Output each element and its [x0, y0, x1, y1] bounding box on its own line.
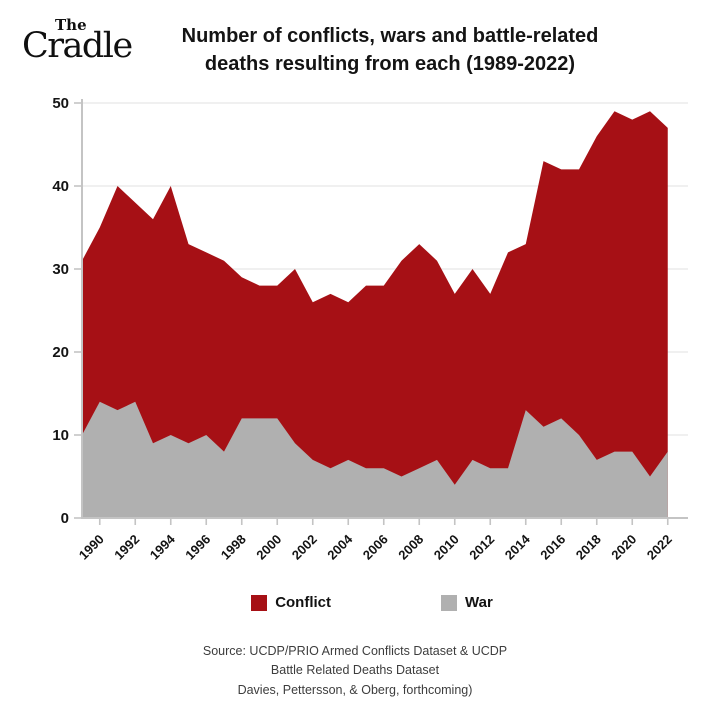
y-tick-label: 20 [52, 344, 69, 361]
the-cradle-logo: The Cradle [22, 14, 152, 74]
logo-cradle-text: Cradle [22, 26, 133, 66]
x-tick-label: 2016 [537, 532, 568, 563]
x-tick-label: 2002 [289, 532, 320, 563]
logo-the-text: The [55, 16, 87, 34]
x-tick-label: 2020 [608, 532, 639, 563]
x-tick-label: 2000 [253, 532, 284, 563]
chart-title: Number of conflicts, wars and battle-rel… [110, 22, 670, 78]
x-tick-label: 2014 [502, 531, 534, 563]
x-tick-label: 1998 [218, 532, 249, 563]
x-tick-label: 1990 [76, 532, 107, 563]
y-tick-label: 10 [52, 427, 69, 444]
source-line3: Davies, Pettersson, & Oberg, forthcoming… [237, 682, 473, 697]
conflict-area [82, 111, 668, 519]
y-tick-label: 30 [52, 261, 69, 278]
x-tick-label: 2004 [324, 531, 356, 563]
legend-item-conflict: Conflict [251, 594, 331, 611]
x-tick-label: 1994 [147, 531, 179, 563]
source-line2: Battle Related Deaths Dataset [270, 663, 440, 678]
x-tick-label: 2012 [466, 532, 497, 563]
x-tick-label: 2006 [360, 532, 391, 563]
war-swatch-icon [441, 594, 458, 611]
chart-title-line1: Number of conflicts, wars and battle-rel… [181, 25, 599, 47]
x-tick-label: 1996 [182, 532, 213, 563]
x-tick-label: 2008 [395, 532, 426, 563]
y-tick-label: 0 [61, 510, 69, 527]
legend-label-conflict: Conflict [275, 594, 332, 611]
x-tick-label: 2022 [644, 532, 675, 563]
y-tick-label: 40 [52, 178, 69, 195]
conflict-swatch-icon [251, 594, 268, 611]
source-line1: Source: UCDP/PRIO Armed Conflicts Datase… [202, 644, 508, 658]
x-tick-label: 2010 [431, 532, 462, 563]
legend-label-war: War [465, 594, 493, 611]
war-area [82, 401, 668, 518]
source-note: Source: UCDP/PRIO Armed Conflicts Datase… [0, 642, 710, 700]
chart-title-line2: deaths resulting from each (1989-2022) [204, 53, 576, 75]
legend-item-war: War [441, 594, 493, 611]
chart-legend: Conflict War [0, 594, 710, 611]
x-tick-label: 1992 [111, 532, 142, 563]
y-tick-label: 50 [52, 95, 69, 112]
x-tick-label: 2018 [573, 532, 604, 563]
